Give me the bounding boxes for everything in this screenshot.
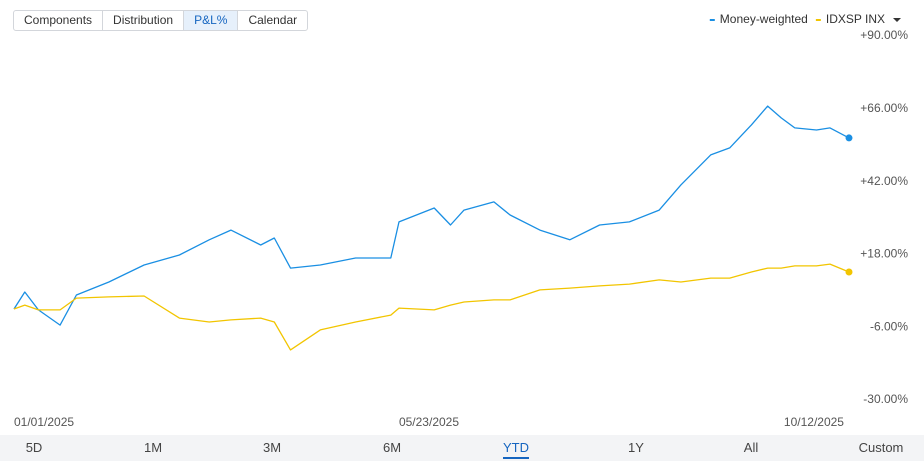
range-button[interactable]: All xyxy=(743,440,759,455)
series-line xyxy=(13,263,850,351)
legend-label: Money-weighted xyxy=(720,12,808,26)
x-tick-label: 05/23/2025 xyxy=(399,415,459,429)
range-button[interactable]: 1Y xyxy=(628,440,644,455)
y-tick-label: +90.00% xyxy=(860,28,908,42)
range-button[interactable]: 6M xyxy=(382,440,402,455)
x-tick-label: 01/01/2025 xyxy=(14,415,74,429)
tab-bar: Components Distribution P&L% Calendar xyxy=(13,10,309,31)
range-button[interactable]: YTD xyxy=(503,440,529,459)
end-point xyxy=(845,134,853,142)
range-button[interactable]: 5D xyxy=(25,440,43,455)
tab[interactable]: Distribution xyxy=(102,11,183,30)
tab[interactable]: Components xyxy=(24,13,93,27)
series-line xyxy=(13,105,850,326)
range-bar: 5D 1M 3M 6M YTD 1Y All Custom xyxy=(0,435,924,461)
y-tick-label: -30.00% xyxy=(863,392,908,406)
range-button[interactable]: Custom xyxy=(858,440,904,455)
legend-dropdown[interactable] xyxy=(893,18,901,22)
x-tick-label: 10/12/2025 xyxy=(784,415,844,429)
range-button[interactable]: 3M xyxy=(262,440,282,455)
end-point xyxy=(845,268,853,276)
legend-label: IDXSP INX xyxy=(826,12,885,26)
y-tick-label: +66.00% xyxy=(860,101,908,115)
y-tick-label: +42.00% xyxy=(860,174,908,188)
y-tick-label: -6.00% xyxy=(870,319,908,333)
chart: -30.00% -6.00% +18.00% +42.00% +66.00% +90.00… xyxy=(13,12,908,429)
range-button[interactable]: 1M xyxy=(143,440,163,455)
tab[interactable]: P&L% xyxy=(183,11,238,30)
y-tick-label: +18.00% xyxy=(860,247,908,261)
tab[interactable]: Calendar xyxy=(237,11,307,30)
